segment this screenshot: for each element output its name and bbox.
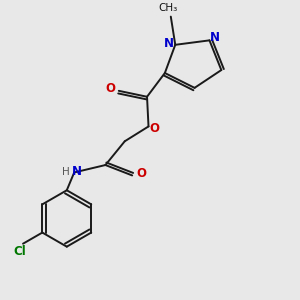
Text: H: H: [62, 167, 70, 177]
Text: N: N: [164, 37, 174, 50]
Text: O: O: [106, 82, 116, 95]
Text: Cl: Cl: [14, 244, 26, 258]
Text: N: N: [210, 32, 220, 44]
Text: CH₃: CH₃: [158, 3, 178, 13]
Text: O: O: [149, 122, 160, 135]
Text: O: O: [136, 167, 146, 180]
Text: N: N: [72, 165, 82, 178]
